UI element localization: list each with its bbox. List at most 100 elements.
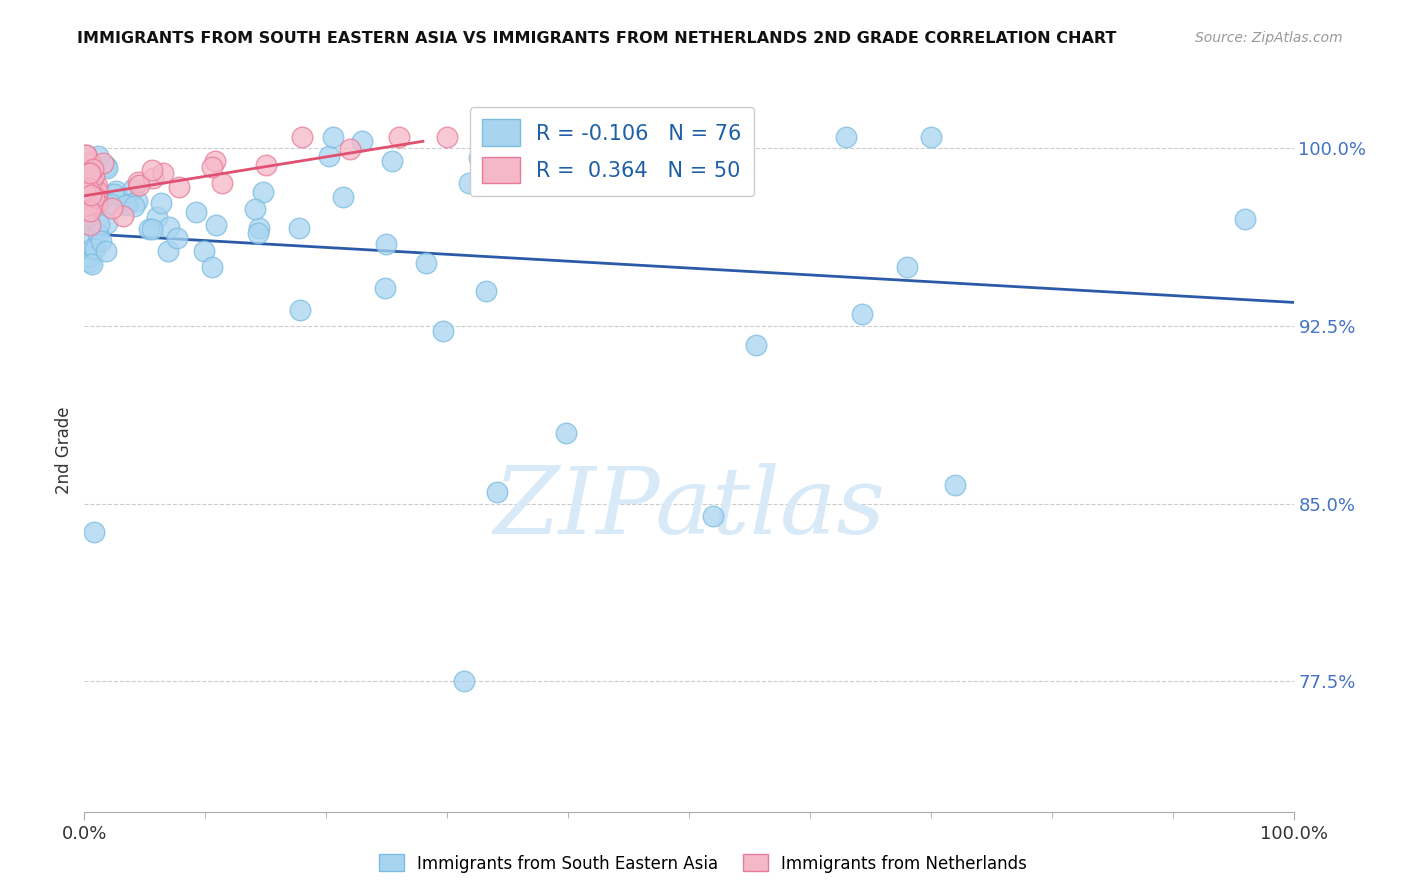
Point xyxy=(432,325,454,339)
Point xyxy=(86,191,108,205)
Point xyxy=(415,256,437,270)
Point xyxy=(77,202,100,216)
Point xyxy=(1234,212,1257,227)
Point xyxy=(77,185,100,199)
Point xyxy=(896,260,918,274)
Point xyxy=(82,241,104,255)
Point xyxy=(80,161,103,175)
Point xyxy=(96,161,118,175)
Point xyxy=(453,674,475,689)
Point xyxy=(125,194,148,208)
Point xyxy=(142,171,165,186)
Point xyxy=(83,190,105,204)
Point xyxy=(77,208,100,222)
Point xyxy=(141,163,163,178)
Point xyxy=(485,484,508,499)
Point xyxy=(91,193,114,207)
Point xyxy=(458,177,481,191)
Point xyxy=(86,179,108,194)
Point xyxy=(77,217,100,231)
Legend: Immigrants from South Eastern Asia, Immigrants from Netherlands: Immigrants from South Eastern Asia, Immi… xyxy=(373,847,1033,880)
Point xyxy=(288,221,311,235)
Point xyxy=(84,187,107,202)
Point xyxy=(89,235,111,249)
Point xyxy=(157,219,180,234)
Point xyxy=(77,188,100,202)
Point xyxy=(254,158,277,172)
Point xyxy=(76,175,98,189)
Point xyxy=(80,173,103,187)
Point xyxy=(87,149,110,163)
Point xyxy=(555,425,578,440)
Point xyxy=(727,162,749,177)
Point xyxy=(150,196,173,211)
Point xyxy=(96,159,118,173)
Point xyxy=(350,134,373,148)
Point xyxy=(75,147,97,161)
Point xyxy=(322,130,344,145)
Point xyxy=(79,165,101,179)
Point xyxy=(83,168,105,182)
Point xyxy=(86,195,108,210)
Point xyxy=(82,199,104,213)
Point xyxy=(211,176,233,190)
Point xyxy=(103,187,125,202)
Point xyxy=(835,129,858,144)
Point xyxy=(436,129,458,144)
Point xyxy=(388,129,411,144)
Point xyxy=(468,151,491,165)
Point xyxy=(374,281,396,295)
Point xyxy=(204,154,226,169)
Point xyxy=(169,179,191,194)
Text: IMMIGRANTS FROM SOUTH EASTERN ASIA VS IMMIGRANTS FROM NETHERLANDS 2ND GRADE CORR: IMMIGRANTS FROM SOUTH EASTERN ASIA VS IM… xyxy=(77,31,1116,46)
Point xyxy=(122,199,145,213)
Point xyxy=(91,156,114,170)
Point xyxy=(86,186,108,200)
Point xyxy=(288,303,311,318)
Point xyxy=(77,207,100,221)
Point xyxy=(246,226,269,240)
Point xyxy=(243,202,266,216)
Point xyxy=(156,244,179,259)
Point xyxy=(152,166,174,180)
Point xyxy=(76,209,98,223)
Point xyxy=(82,200,104,214)
Point xyxy=(193,244,215,258)
Point xyxy=(84,194,107,208)
Point xyxy=(77,208,100,222)
Point xyxy=(201,160,224,174)
Point xyxy=(75,148,97,162)
Text: Source: ZipAtlas.com: Source: ZipAtlas.com xyxy=(1195,31,1343,45)
Point xyxy=(115,198,138,212)
Point xyxy=(166,231,188,245)
Point xyxy=(146,210,169,224)
Point xyxy=(374,236,396,251)
Point xyxy=(127,176,149,190)
Point xyxy=(82,161,104,176)
Point xyxy=(76,199,98,213)
Point xyxy=(75,156,97,170)
Point xyxy=(79,203,101,218)
Point xyxy=(252,185,274,199)
Point xyxy=(84,242,107,256)
Point xyxy=(117,196,139,211)
Point xyxy=(77,250,100,264)
Point xyxy=(339,142,361,156)
Point xyxy=(76,204,98,219)
Point xyxy=(79,255,101,269)
Point xyxy=(84,184,107,198)
Point xyxy=(474,285,496,299)
Point xyxy=(87,217,110,231)
Point xyxy=(247,221,270,235)
Point xyxy=(82,230,104,244)
Point xyxy=(332,190,354,204)
Point xyxy=(75,183,97,197)
Point xyxy=(141,222,163,236)
Point xyxy=(86,184,108,198)
Point xyxy=(291,129,314,144)
Point xyxy=(76,181,98,195)
Point xyxy=(318,149,340,163)
Point xyxy=(79,155,101,169)
Point xyxy=(943,477,966,491)
Point xyxy=(80,164,103,178)
